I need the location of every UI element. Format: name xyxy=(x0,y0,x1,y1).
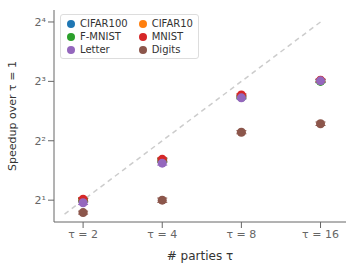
svg-text:2³: 2³ xyxy=(35,75,46,88)
svg-text:2⁴: 2⁴ xyxy=(35,16,47,29)
svg-text:τ = 2: τ = 2 xyxy=(68,228,98,241)
html-text:CIFAR100: CIFAR100 xyxy=(80,18,128,29)
svg-text:τ = 8: τ = 8 xyxy=(226,228,256,241)
svg-text:Speedup over τ = 1: Speedup over τ = 1 xyxy=(8,61,19,171)
svg-text:2²: 2² xyxy=(35,135,46,148)
svg-text:2¹: 2¹ xyxy=(35,194,46,207)
svg-text:τ = 4: τ = 4 xyxy=(147,228,177,241)
svg-text:# parties τ: # parties τ xyxy=(167,249,234,263)
svg-text:τ = 16: τ = 16 xyxy=(302,228,339,241)
html-text:Digits: Digits xyxy=(151,44,181,55)
html-text:MNIST: MNIST xyxy=(151,31,184,42)
html-text:Letter: Letter xyxy=(80,44,110,55)
html-text:F-MNIST: F-MNIST xyxy=(80,31,121,42)
html-text:CIFAR10: CIFAR10 xyxy=(151,18,193,29)
